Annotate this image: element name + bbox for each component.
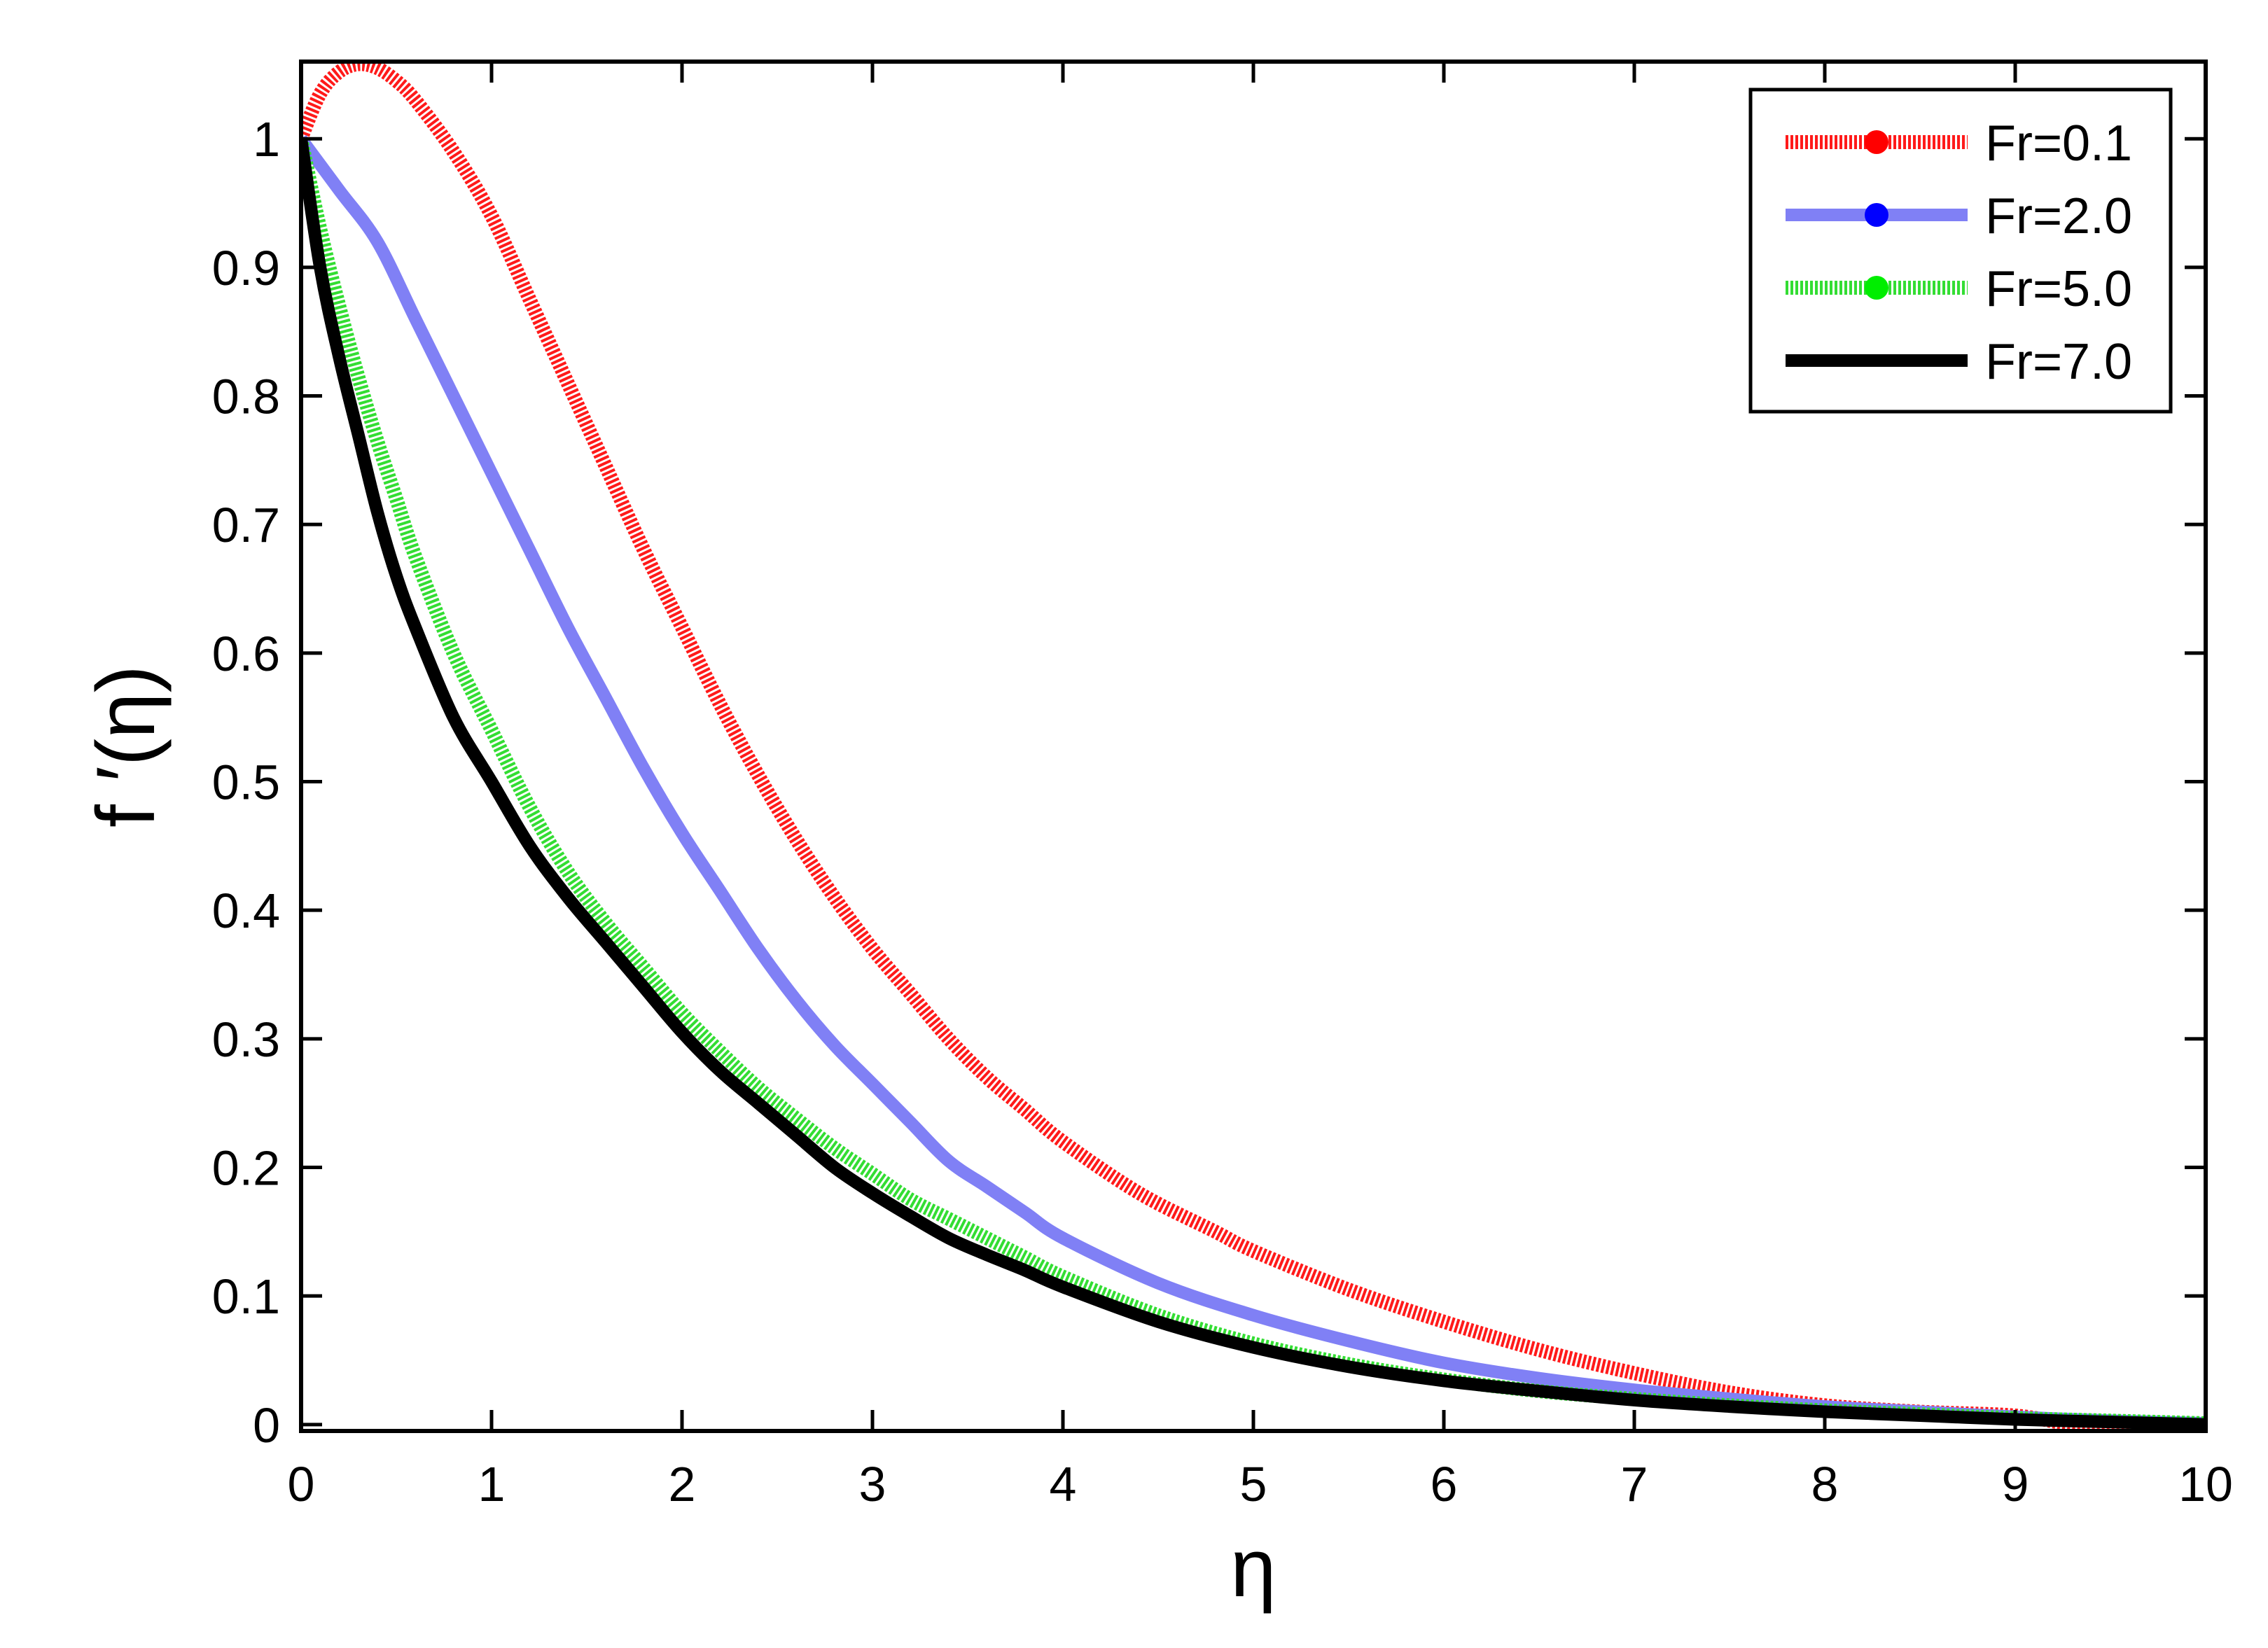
x-tick-label: 5 — [1240, 1457, 1267, 1511]
y-tick-label: 0.3 — [212, 1012, 280, 1067]
y-tick-label: 0.6 — [212, 627, 280, 681]
y-tick-label: 0 — [253, 1398, 280, 1453]
x-tick-label: 10 — [2178, 1457, 2233, 1511]
y-tick-label: 0.5 — [212, 755, 280, 810]
legend: Fr=0.1 Fr=2.0 Fr=5.0 Fr=7.0 — [1748, 88, 2173, 414]
legend-marker-1 — [1865, 130, 1888, 154]
y-axis-label: f ′(η) — [80, 665, 172, 828]
x-tick-label: 1 — [478, 1457, 506, 1511]
y-axis-ticks: 0 0.1 0.2 0.3 0.4 0.5 0.6 0.7 0.8 0.9 1 — [212, 112, 2206, 1453]
series-layer — [301, 62, 2206, 1431]
x-axis-ticks: 0 1 2 3 4 5 6 7 8 9 10 — [288, 62, 2233, 1511]
legend-marker-2 — [1865, 203, 1888, 227]
legend-label-1: Fr=0.1 — [1985, 116, 2132, 172]
x-tick-label: 7 — [1621, 1457, 1648, 1511]
legend-label-2: Fr=2.0 — [1985, 188, 2132, 244]
x-tick-label: 6 — [1431, 1457, 1458, 1511]
y-tick-label: 0.7 — [212, 498, 280, 552]
y-tick-label: 0.8 — [212, 370, 280, 424]
x-tick-label: 3 — [859, 1457, 886, 1511]
x-tick-label: 4 — [1050, 1457, 1077, 1511]
y-tick-label: 0.2 — [212, 1140, 280, 1195]
legend-marker-3 — [1865, 276, 1888, 300]
x-tick-label: 2 — [669, 1457, 696, 1511]
x-axis-label: η — [1230, 1522, 1276, 1614]
y-tick-label: 0.9 — [212, 241, 280, 295]
y-tick-label: 0.1 — [212, 1269, 280, 1324]
series-line-2 — [301, 134, 2206, 1430]
series-line-4 — [301, 137, 2206, 1431]
y-tick-label: 0.4 — [212, 884, 280, 938]
x-tick-label: 8 — [1811, 1457, 1839, 1511]
y-tick-label: 1 — [253, 112, 280, 167]
legend-label-3: Fr=5.0 — [1985, 261, 2132, 317]
legend-label-4: Fr=7.0 — [1985, 334, 2132, 390]
x-tick-label: 9 — [2002, 1457, 2029, 1511]
x-tick-label: 0 — [288, 1457, 315, 1511]
